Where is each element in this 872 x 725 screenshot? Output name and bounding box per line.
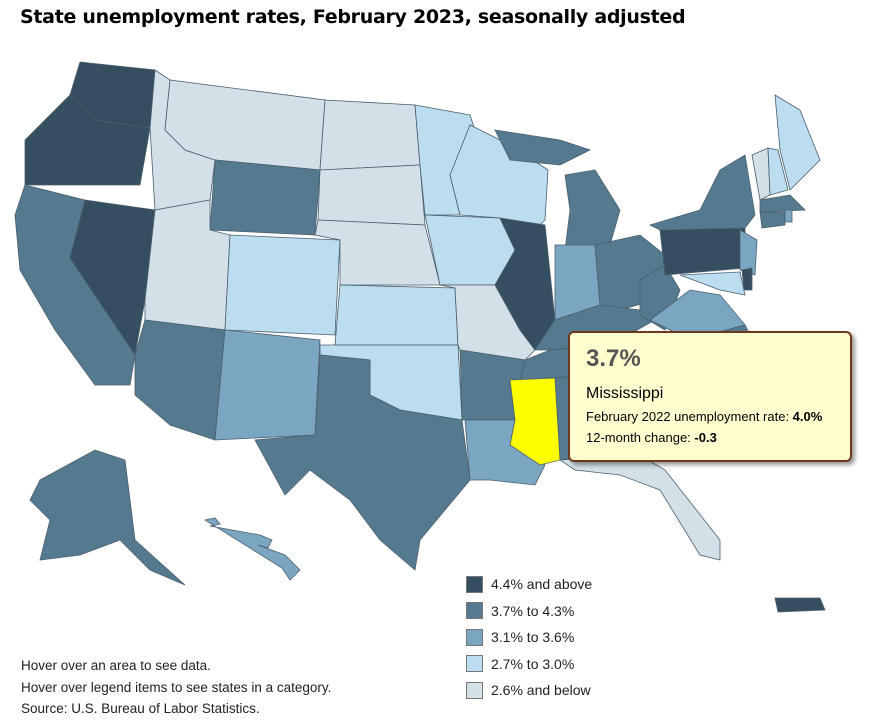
legend-swatch: [466, 681, 483, 699]
state-kansas[interactable]: [334, 284, 459, 346]
state-maine[interactable]: [774, 94, 821, 191]
legend-swatch: [466, 628, 483, 646]
legend-item[interactable]: 3.7% to 4.3%: [466, 598, 592, 625]
legend-label: 2.7% to 3.0%: [491, 655, 575, 672]
state-hawaii[interactable]: [203, 517, 301, 581]
state-nevada[interactable]: [69, 199, 156, 357]
state-rhode-island[interactable]: [784, 209, 793, 223]
state-mississippi[interactable]: [509, 377, 561, 466]
legend: 4.4% and above 3.7% to 4.3% 3.1% to 3.6%…: [466, 571, 592, 704]
legend-label: 4.4% and above: [491, 576, 593, 593]
legend-swatch: [466, 602, 483, 620]
prev-value: 4.0%: [792, 409, 823, 424]
legend-label: 3.1% to 3.6%: [491, 629, 575, 646]
state-maryland[interactable]: [679, 271, 746, 296]
legend-item[interactable]: 3.1% to 3.6%: [466, 624, 592, 651]
state-vermont[interactable]: [751, 147, 771, 201]
state-arizona[interactable]: [134, 319, 226, 441]
legend-item[interactable]: 2.7% to 3.0%: [466, 651, 592, 678]
state-oregon[interactable]: [24, 94, 151, 186]
state-delaware[interactable]: [741, 267, 753, 291]
tooltip-rate: 3.7%: [586, 345, 641, 372]
legend-note: Hover over legend items to see states in…: [21, 679, 332, 695]
state-pennsylvania[interactable]: [659, 227, 746, 276]
state-wyoming[interactable]: [209, 159, 321, 236]
state-new-hampshire[interactable]: [767, 147, 789, 196]
legend-item[interactable]: 2.6% and below: [466, 677, 592, 704]
state-connecticut[interactable]: [759, 211, 786, 229]
legend-item[interactable]: 4.4% and above: [466, 571, 592, 598]
change-value: -0.3: [694, 430, 717, 445]
state-south-dakota[interactable]: [317, 164, 426, 226]
state-illinois[interactable]: [494, 217, 556, 351]
tooltip-previous-rate: February 2022 unemployment rate: 4.0%: [586, 409, 850, 424]
state-puerto-rico[interactable]: [774, 597, 826, 613]
state-tooltip: 3.7% Mississippi February 2022 unemploym…: [568, 331, 852, 462]
tooltip-state: Mississippi: [586, 385, 664, 402]
state-michigan[interactable]: [564, 169, 621, 251]
hover-note: Hover over an area to see data.: [21, 658, 211, 673]
state-new-york[interactable]: [648, 154, 756, 231]
change-label: 12-month change:: [586, 430, 695, 445]
state-north-dakota[interactable]: [319, 99, 421, 171]
state-florida[interactable]: [558, 454, 721, 561]
legend-swatch: [466, 575, 483, 593]
notes: Hover over an area to see data. Hover ov…: [21, 655, 331, 720]
state-new-mexico[interactable]: [214, 329, 321, 441]
state-massachusetts[interactable]: [759, 194, 806, 213]
tooltip-change: 12-month change: -0.3: [586, 430, 850, 445]
legend-label: 3.7% to 4.3%: [491, 602, 575, 619]
state-new-jersey[interactable]: [739, 229, 758, 276]
state-michigan-upper[interactable]: [494, 129, 592, 166]
state-alaska[interactable]: [29, 449, 186, 586]
state-colorado[interactable]: [224, 234, 341, 336]
source-note: Source: U.S. Bureau of Labor Statistics.: [21, 701, 260, 716]
legend-swatch: [466, 655, 483, 673]
prev-label: February 2022 unemployment rate:: [586, 409, 793, 424]
legend-label: 2.6% and below: [491, 682, 591, 699]
state-texas[interactable]: [254, 354, 471, 571]
map-title: State unemployment rates, February 2023,…: [20, 6, 686, 28]
